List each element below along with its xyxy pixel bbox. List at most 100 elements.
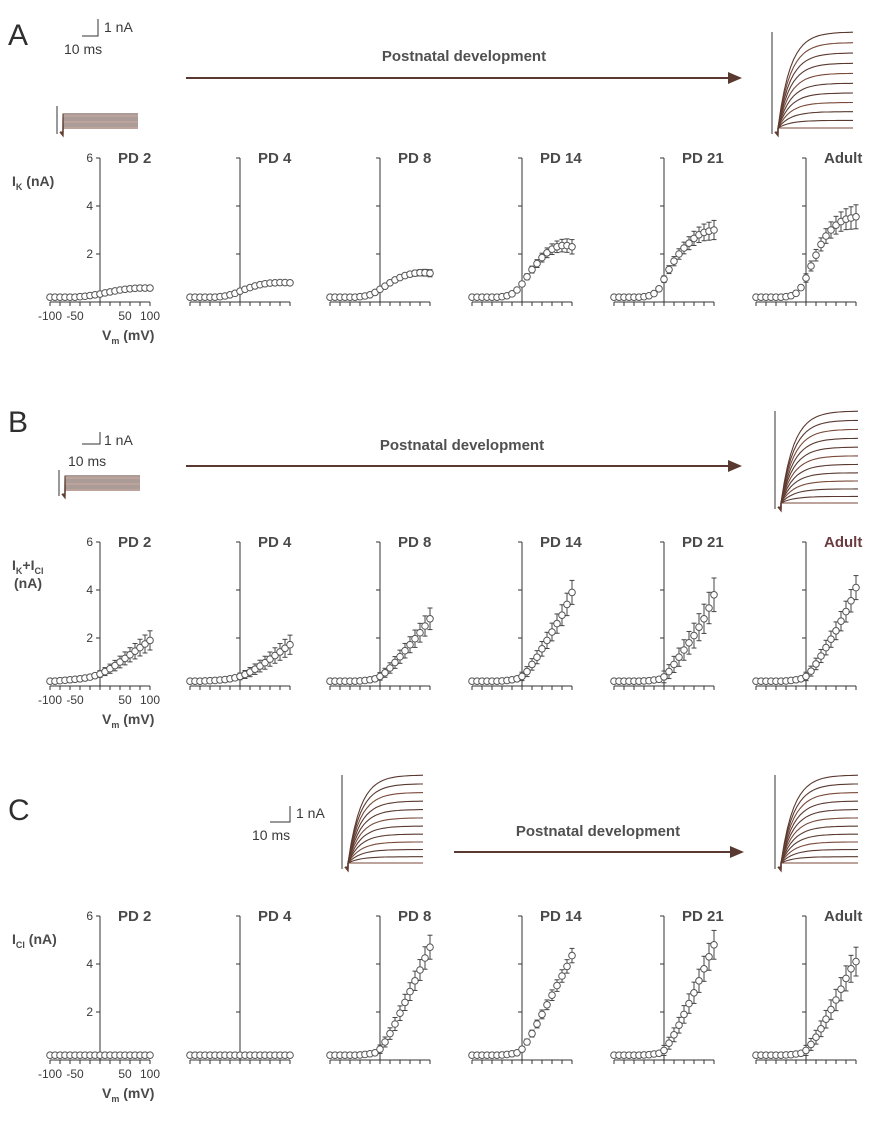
data-point	[822, 1015, 830, 1024]
data-point	[141, 640, 149, 648]
current-trace	[777, 783, 858, 868]
data-point	[660, 1046, 668, 1055]
data-point	[802, 672, 810, 681]
data-point	[376, 672, 384, 681]
series-title: PD 8	[398, 908, 431, 925]
data-point	[680, 1010, 688, 1019]
x-tick-label: -50	[66, 1067, 84, 1081]
data-point	[371, 1049, 379, 1057]
data-point	[655, 285, 663, 293]
scale-current-label: 1 nA	[296, 805, 325, 821]
current-trace	[777, 428, 859, 509]
panel-a-scale-bar: 1 nA 10 ms	[64, 19, 133, 57]
current-trace	[777, 825, 859, 871]
current-trace	[59, 115, 138, 134]
series-title: PD 21	[682, 150, 724, 167]
y-axis-unit: (nA)	[14, 575, 42, 591]
data-point	[523, 273, 531, 281]
panel-a-arrow: Postnatal development	[186, 48, 742, 84]
data-point	[391, 658, 399, 667]
data-point	[426, 615, 434, 623]
data-point	[508, 290, 516, 298]
current-trace	[61, 479, 140, 496]
plot-b-pd14: PD 14	[468, 534, 582, 690]
current-trace	[775, 31, 854, 133]
current-trace	[61, 483, 140, 498]
data-point	[396, 1009, 404, 1018]
current-trace	[59, 127, 138, 138]
current-trace	[344, 825, 424, 871]
current-trace	[344, 841, 423, 872]
x-tick-label: 50	[118, 309, 132, 323]
current-trace	[777, 862, 858, 873]
data-point	[136, 643, 144, 652]
current-trace	[777, 488, 858, 512]
data-point	[271, 651, 279, 660]
current-trace	[345, 774, 424, 868]
current-trace	[774, 62, 854, 135]
data-point	[548, 991, 556, 1000]
scale-current-label: 1 nA	[104, 432, 133, 448]
x-tick-label: -50	[66, 693, 84, 707]
data-point	[518, 1045, 526, 1053]
data-point	[381, 1038, 389, 1046]
data-point	[670, 660, 678, 669]
scale-current-label: 1 nA	[104, 19, 133, 35]
panel-a-plots: IK (nA) PD 2 6 4 2 -100 -50 50 100 Vm (mV) PD 4 PD …	[12, 150, 862, 346]
traces-c-pd8	[341, 774, 424, 873]
plot-c-pd4: PD 4	[186, 908, 294, 1064]
data-point	[665, 265, 673, 274]
data-point	[426, 269, 434, 278]
data-point	[807, 667, 815, 675]
current-trace	[774, 42, 854, 134]
plot-b-pd8: PD 8	[326, 534, 434, 690]
current-trace	[344, 862, 423, 873]
plot-a-pd8: PD 8	[326, 150, 434, 306]
data-point	[660, 275, 668, 284]
data-point	[111, 661, 119, 670]
current-trace	[59, 123, 138, 137]
x-tick-label: -100	[38, 309, 62, 323]
data-point	[842, 974, 850, 983]
scale-time-label: 10 ms	[68, 453, 106, 469]
data-point	[411, 977, 419, 985]
data-point	[807, 262, 815, 270]
data-point	[523, 667, 531, 676]
iv-plots: IK (nA) PD 2 6 4 2 -100 -50 50 100 Vm (mV) PD 4 PD …	[12, 150, 862, 1104]
current-trace	[777, 472, 859, 511]
data-point	[376, 1045, 384, 1053]
plot-a-pd14: PD 14	[468, 150, 582, 306]
y-axis-label: ICl (nA)	[12, 931, 57, 950]
y-tick-label: 4	[86, 199, 93, 213]
data-point	[852, 213, 860, 221]
x-tick-label: -100	[38, 693, 62, 707]
data-point	[528, 660, 536, 669]
current-trace	[59, 117, 138, 134]
current-trace	[777, 800, 858, 869]
y-tick-label: 2	[86, 1005, 93, 1019]
y-axis-label: IK (nA)	[12, 173, 54, 192]
data-point	[705, 953, 713, 961]
data-point	[817, 1025, 825, 1033]
current-trace	[777, 848, 859, 872]
current-trace	[777, 809, 858, 870]
data-point	[665, 667, 673, 676]
data-point	[131, 647, 139, 656]
data-point	[680, 646, 688, 654]
panel-b-plots: IK+ICl(nA) PD 2 6 4 2 -100 -50 50 100 Vm (mV) PD 4…	[12, 534, 862, 730]
plot-a-pd21: PD 21	[610, 150, 724, 306]
plot-c-pd2: PD 2 6 4 2 -100 -50 50 100 Vm (mV)	[38, 908, 160, 1104]
plot-a-adult: Adult	[752, 150, 862, 306]
plot-c-adult: Adult	[752, 908, 862, 1064]
series-title: PD 8	[398, 534, 431, 551]
data-point	[700, 965, 708, 973]
x-tick-label: 50	[118, 693, 132, 707]
data-point	[568, 588, 576, 597]
data-point	[827, 1005, 835, 1014]
current-trace	[59, 121, 138, 136]
data-point	[386, 1029, 394, 1038]
series-title: PD 2	[118, 908, 151, 925]
series-title: PD 2	[118, 534, 151, 551]
y-tick-label: 6	[86, 909, 93, 923]
current-trace	[60, 113, 138, 133]
